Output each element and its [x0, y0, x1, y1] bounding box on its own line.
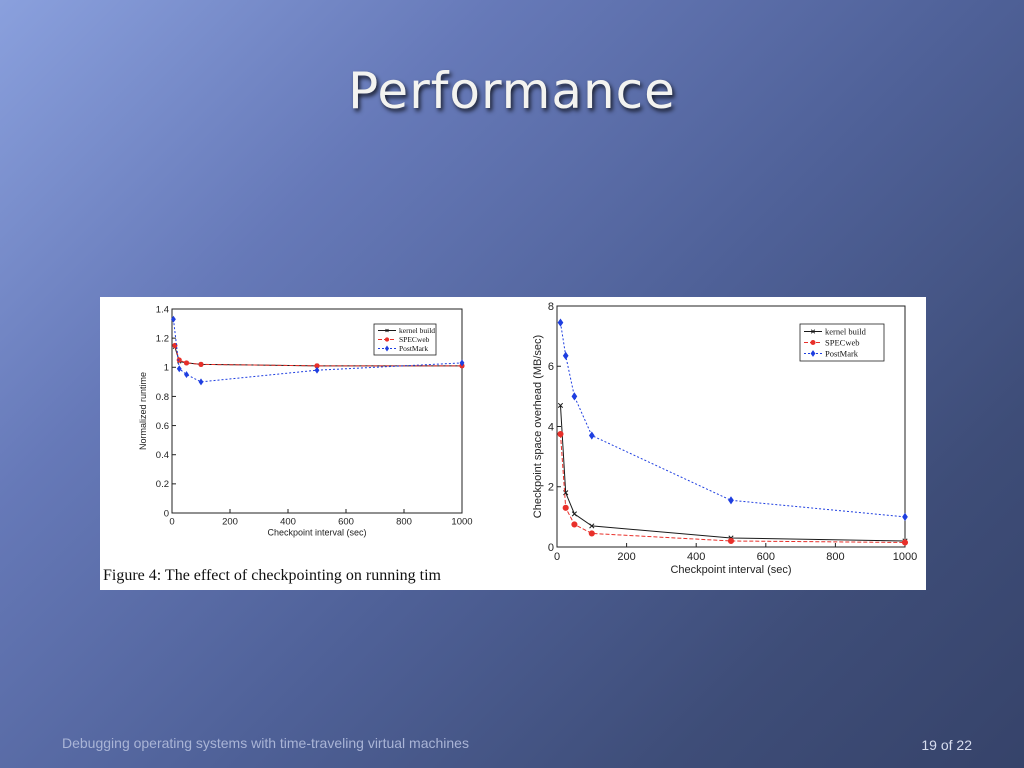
data-point — [183, 360, 190, 366]
data-point — [571, 511, 577, 517]
x-tick-label: 200 — [222, 517, 238, 528]
data-point — [176, 365, 182, 373]
series-line — [172, 319, 463, 383]
figure-svg: 0 200 400 600 800 100000.20.40.60.811.21.4Che… — [103, 301, 917, 584]
y-tick-label: 4 — [548, 421, 554, 433]
data-point — [314, 366, 320, 374]
data-point — [562, 504, 569, 511]
data-point — [728, 496, 734, 505]
x-axis-label: Checkpoint interval (sec) — [267, 528, 366, 538]
figure-panel: 0 200 400 600 800 1000 0 0.2 0.4 0.6 0.8 1 1.2 1.4 Che… — [100, 297, 926, 590]
y-axis-label: Checkpoint space overhead (MB/sec) — [532, 335, 544, 518]
x-tick-label: 600 — [338, 517, 354, 528]
series-line — [559, 433, 906, 543]
data-point — [198, 361, 204, 367]
series-line — [559, 405, 906, 542]
legend-marker — [810, 350, 816, 357]
x-tick-label: 800 — [396, 517, 412, 528]
data-point — [198, 378, 204, 386]
y-tick-label: 1.4 — [156, 304, 169, 315]
legend-label: kernel build — [399, 326, 435, 335]
space-overhead-chart: 0 200 400 600 800 1000 0 2 4 6 8 Checkpoint interva… — [532, 301, 917, 576]
legend-marker — [810, 339, 816, 346]
y-tick-label: 8 — [548, 301, 554, 313]
data-point — [184, 371, 189, 379]
data-point — [571, 521, 578, 528]
figure-caption: Figure 4: The effect of checkpointing on… — [103, 567, 442, 584]
y-tick-label: 0.6 — [156, 421, 169, 432]
data-point — [171, 315, 176, 323]
x-tick-label: 1000 — [893, 551, 917, 563]
data-point — [588, 431, 595, 440]
footer-page-number: 19 of 22 — [921, 737, 972, 753]
data-point — [901, 539, 909, 546]
runtime-chart: 0 200 400 600 800 1000 0 0.2 0.4 0.6 0.8 1 1.2 1.4 Che… — [138, 304, 473, 537]
slide-title: Performance — [348, 62, 676, 120]
x-tick-label: 400 — [687, 551, 705, 563]
legend-label: PostMark — [399, 344, 428, 353]
x-tick-label: 0 — [554, 551, 560, 563]
y-tick-label: 1 — [164, 363, 169, 374]
y-tick-label: 0.4 — [156, 450, 169, 461]
x-axis-label: Checkpoint interval (sec) — [670, 564, 791, 576]
x-tick-label: 0 — [169, 517, 174, 528]
data-point — [589, 523, 595, 529]
y-tick-label: 2 — [548, 482, 554, 494]
legend-marker — [384, 337, 390, 342]
data-point — [557, 402, 564, 409]
x-tick-label: 400 — [280, 517, 296, 528]
legend-label: PostMark — [825, 348, 859, 358]
y-tick-label: 1.2 — [156, 333, 169, 344]
data-point — [727, 537, 735, 545]
legend-marker — [384, 345, 390, 352]
y-tick-label: 0.2 — [156, 479, 169, 490]
data-point — [557, 318, 564, 327]
x-tick-label: 1000 — [451, 517, 472, 528]
x-tick-label: 200 — [617, 551, 635, 563]
legend-label: SPECweb — [825, 337, 859, 347]
data-point — [588, 530, 595, 537]
data-point — [902, 512, 908, 521]
data-point — [562, 351, 569, 360]
y-tick-label: 6 — [548, 361, 554, 373]
footer-presentation-title: Debugging operating systems with time-tr… — [62, 735, 469, 751]
legend-label: SPECweb — [399, 335, 430, 344]
x-tick-label: 800 — [826, 551, 844, 563]
y-axis-label: Normalized runtime — [138, 372, 148, 450]
y-tick-label: 0.8 — [156, 392, 169, 403]
data-point — [571, 392, 578, 401]
legend-label: kernel build — [825, 326, 867, 336]
y-tick-label: 0 — [164, 508, 169, 519]
data-point — [557, 430, 564, 438]
legend-marker — [385, 328, 389, 333]
y-tick-label: 0 — [548, 542, 554, 554]
legend-marker — [810, 329, 816, 334]
series-line — [559, 322, 906, 518]
x-tick-label: 600 — [757, 551, 775, 563]
data-point — [459, 359, 465, 367]
